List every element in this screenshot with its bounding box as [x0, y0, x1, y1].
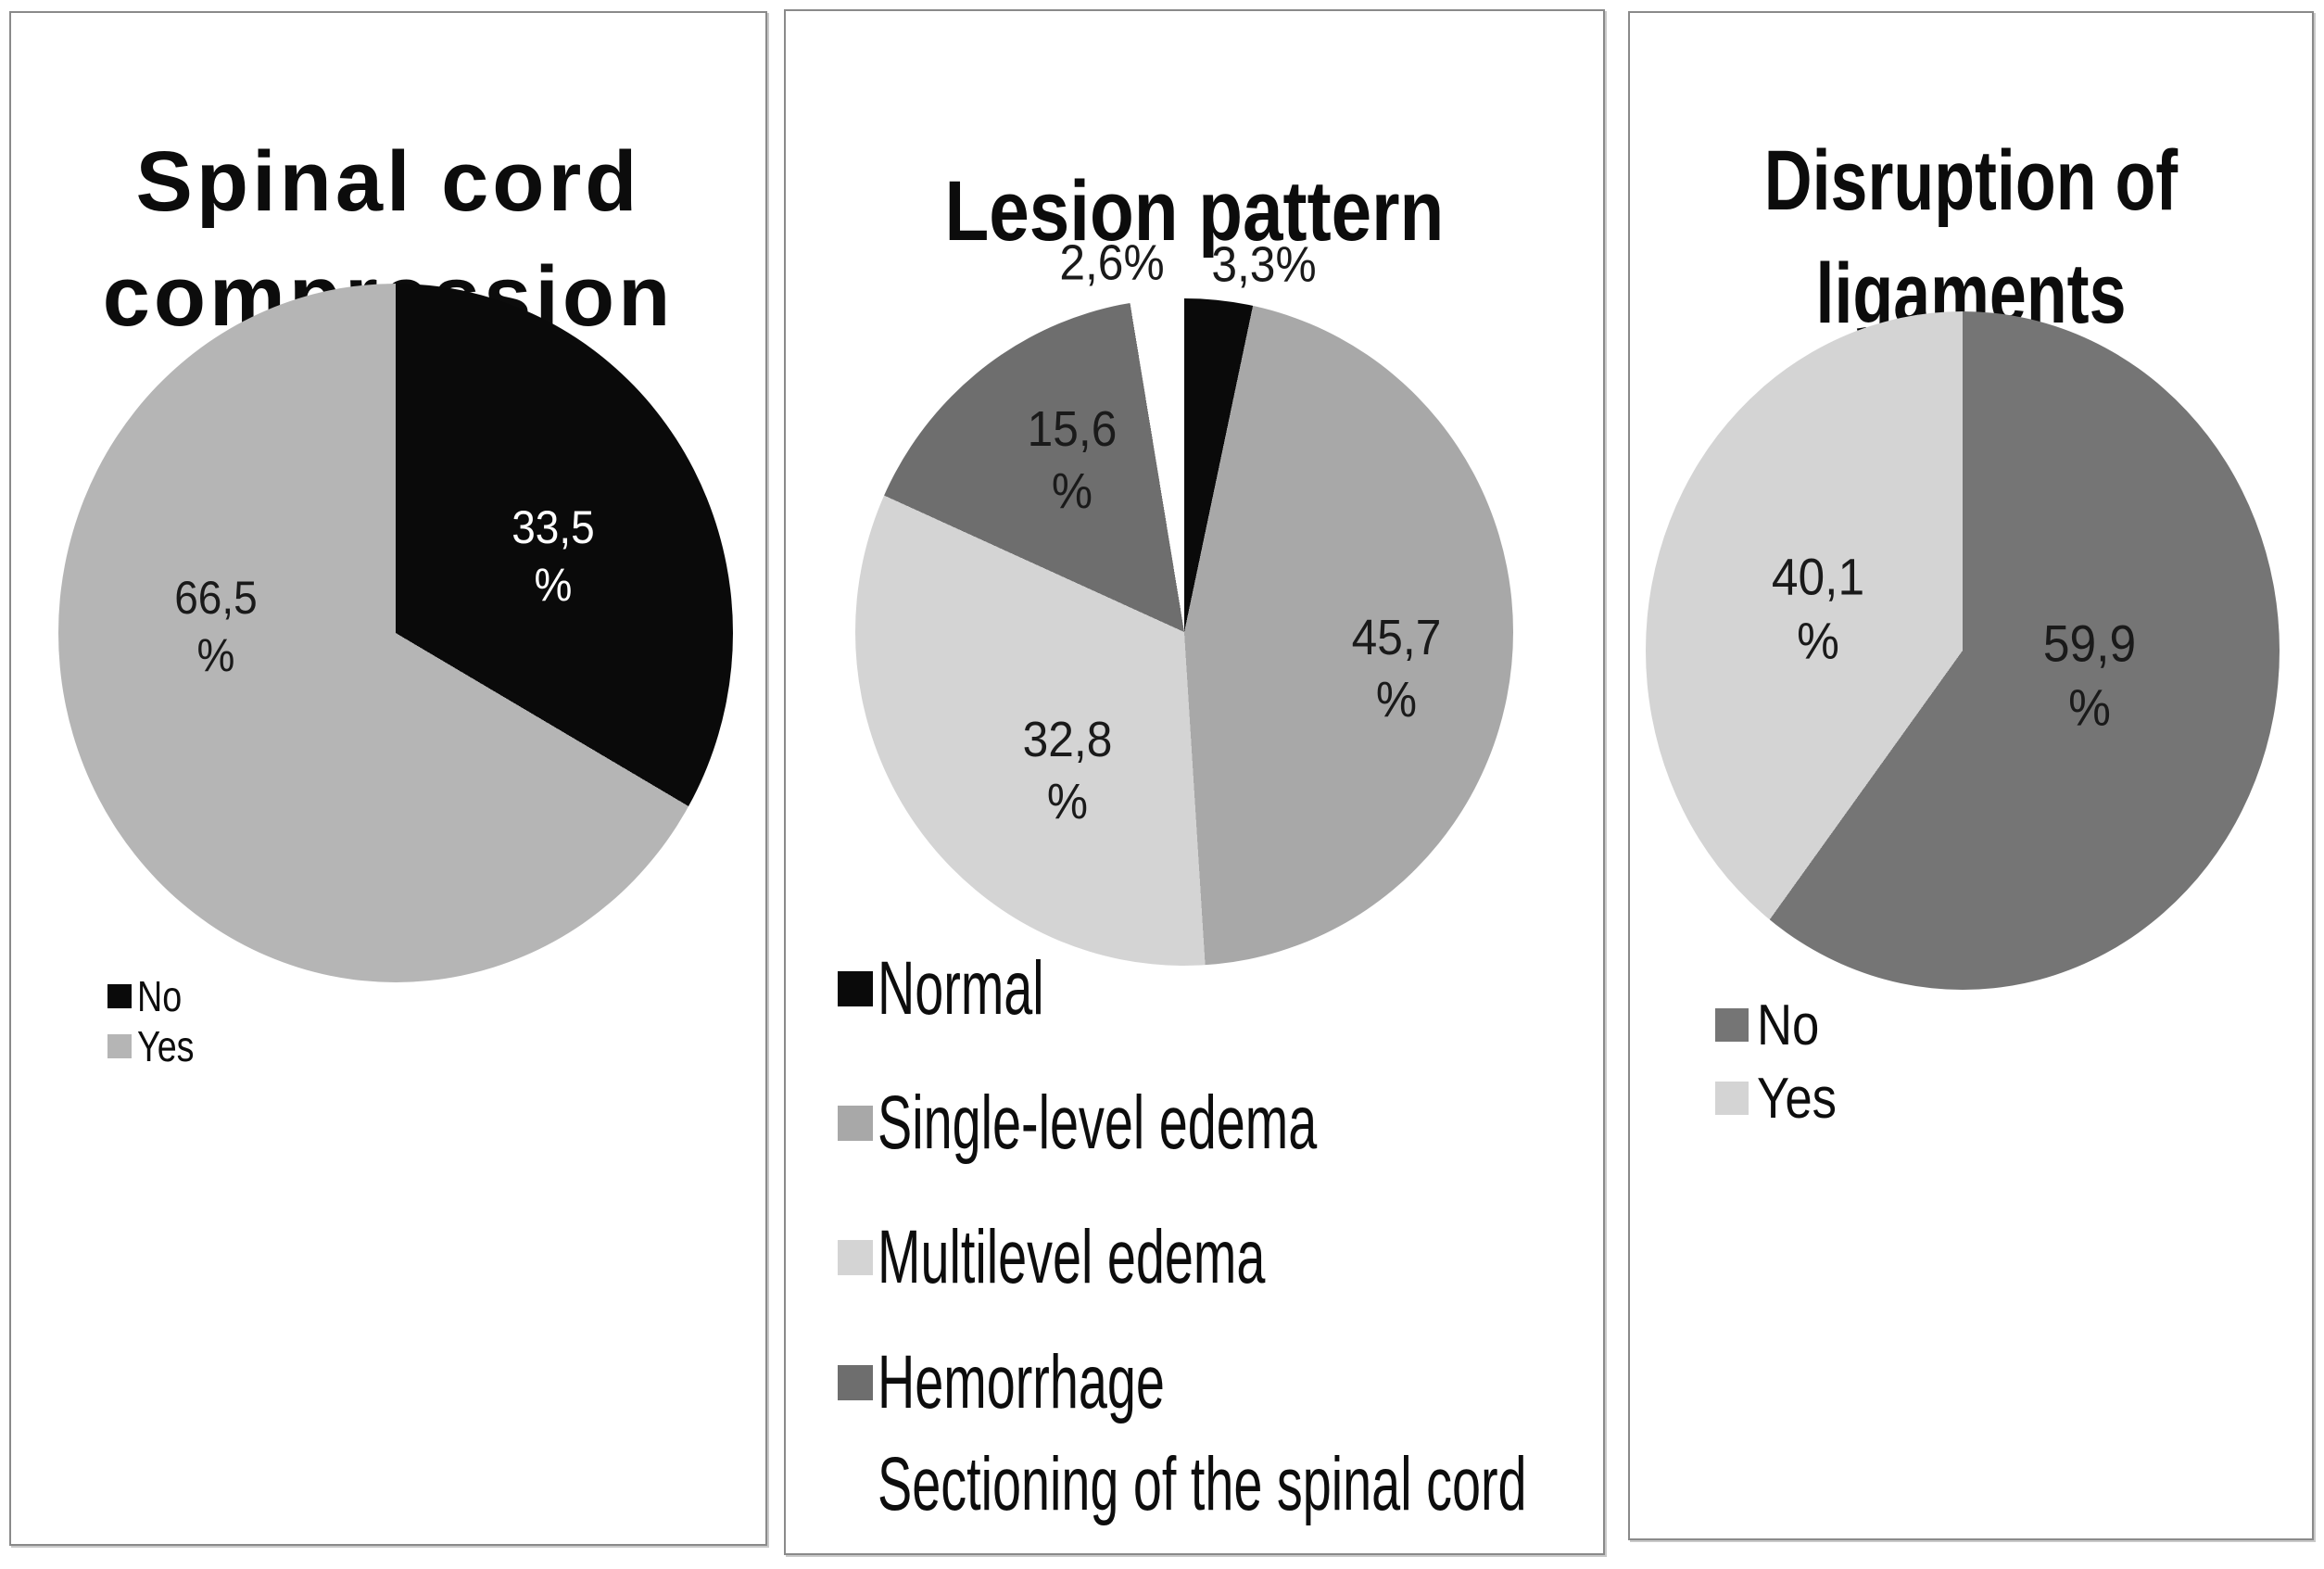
legend-swatch-single-level-edema [838, 1106, 873, 1141]
legend-label-hemorrhage: Hemorrhage [878, 1340, 1165, 1424]
slice-label-multilevel-32-8: 32,8 % [1023, 709, 1113, 833]
pie-chart-lesion-pattern [855, 298, 1513, 966]
legend-label-no: No [1757, 993, 1820, 1057]
legend-label-no: No [137, 972, 183, 1020]
legend-item-sectioning-of-the-spinal-cord: Sectioning of the spinal cord [838, 1440, 1832, 1529]
slice-label-no-59-9: 59,9 % [2043, 612, 2136, 740]
slice-label-percent-sign: % [534, 559, 573, 611]
slice-label-no-33-5: 33,5 % [512, 499, 595, 614]
title-line: Disruption of [1763, 133, 2179, 229]
title-line: Spinal cord [135, 134, 641, 230]
legend-label-yes: Yes [137, 1022, 195, 1070]
legend-swatch-no [1715, 1008, 1749, 1042]
pie-chart-disruption-of-ligaments [1646, 311, 2280, 990]
panel-spinal-cord-compression: Spinal cord compression 33,5 % 66,5 % No… [9, 11, 767, 1546]
pie-chart-spinal-cord-compression [58, 284, 733, 982]
legend-swatch-sectioning-white [838, 1467, 873, 1502]
slice-label-value: 2,6% [1059, 234, 1165, 291]
legend-item-normal: Normal [838, 944, 1122, 1033]
slice-label-percent-sign: % [2068, 678, 2111, 737]
legend-label-normal: Normal [878, 946, 1044, 1031]
slice-label-percent-sign: % [1375, 672, 1418, 728]
legend-swatch-yes [1715, 1082, 1749, 1115]
legend-swatch-yes [107, 1034, 132, 1058]
slice-label-yes-66-5: 66,5 % [174, 569, 258, 684]
legend-item-yes: Yes [107, 1020, 207, 1072]
legend-item-hemorrhage: Hemorrhage [838, 1338, 1300, 1427]
slice-label-yes-40-1: 40,1 % [1772, 545, 1864, 674]
slice-label-value: 32,8 [1022, 712, 1113, 768]
legend-swatch-hemorrhage [838, 1365, 873, 1400]
slice-label-hemorrhage-15-6: 15,6 % [1028, 399, 1118, 523]
slice-label-single-level-45-7: 45,7 % [1352, 607, 1442, 731]
panel-title-disruption-of-ligaments: Disruption of ligaments [1630, 124, 2312, 350]
slice-label-normal-3-3: 3,3% [1211, 234, 1316, 297]
slice-label-percent-sign: % [1797, 612, 1839, 670]
slice-label-value: 33,5 [512, 501, 595, 553]
legend-item-multilevel-edema: Multilevel edema [838, 1213, 1447, 1302]
slice-label-value: 3,3% [1211, 236, 1317, 293]
slice-label-percent-sign: % [196, 629, 235, 681]
title-line: Lesion pattern [944, 164, 1445, 259]
legend-item-single-level-edema: Single-level edema [838, 1079, 1523, 1168]
panel-lesion-pattern: Lesion pattern 2,6% 3,3% 15,6 % 45,7 % 3… [784, 9, 1605, 1555]
slice-label-percent-sign: % [1046, 774, 1089, 829]
slice-label-value: 40,1 [1771, 547, 1865, 606]
legend-item-no: No [1715, 992, 1830, 1058]
legend-swatch-no [107, 984, 132, 1008]
slice-label-value: 66,5 [174, 572, 258, 624]
slice-label-percent-sign: % [1051, 463, 1093, 519]
legend-swatch-normal [838, 971, 873, 1006]
legend-label-yes: Yes [1757, 1066, 1837, 1131]
panel-title-lesion-pattern: Lesion pattern [786, 159, 1603, 263]
slice-label-value: 15,6 [1027, 401, 1118, 458]
slice-label-value: 45,7 [1351, 610, 1442, 666]
panel-disruption-of-ligaments: Disruption of ligaments 40,1 % 59,9 % No… [1628, 11, 2314, 1540]
legend-swatch-multilevel-edema [838, 1240, 873, 1275]
slice-label-sectioning-2-6: 2,6% [1059, 233, 1164, 295]
legend-label-sectioning-of-the-spinal-cord: Sectioning of the spinal cord [878, 1442, 1527, 1526]
legend-label-multilevel-edema: Multilevel edema [878, 1215, 1266, 1299]
legend-item-no: No [107, 970, 192, 1022]
legend-item-yes: Yes [1715, 1065, 1850, 1132]
slice-label-value: 59,9 [2042, 614, 2137, 673]
legend-label-single-level-edema: Single-level edema [878, 1081, 1318, 1165]
